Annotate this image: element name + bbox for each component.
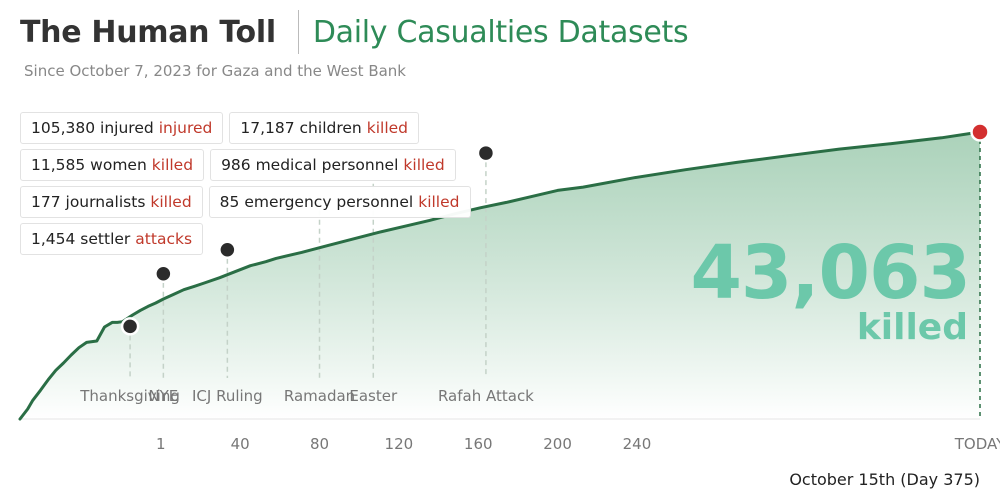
stat-text: 986 medical personnel (221, 156, 399, 174)
page-subtitle: Daily Casualties Datasets (312, 14, 689, 50)
x-tick-label: 240 (623, 435, 652, 453)
event-label: Thanksgiving (79, 387, 180, 405)
date-caption: Since October 7, 2023 for Gaza and the W… (24, 62, 406, 80)
stat-row: 177 journalists killed 85 emergency person… (20, 186, 471, 218)
stat-accent: injured (158, 119, 213, 137)
event-marker (218, 240, 237, 259)
stat-box: 105,380 injured injured (20, 112, 224, 144)
stat-text: 85 emergency personnel (219, 193, 414, 211)
event-label: NYE (148, 387, 178, 405)
stat-accent: killed (418, 193, 460, 211)
stat-text: 11,585 women (31, 156, 147, 174)
stat-box: 85 emergency personnel killed (208, 186, 471, 218)
total-killed-label: killed (856, 307, 968, 348)
stat-accent: killed (151, 156, 194, 174)
stat-box: 177 journalists killed (20, 186, 203, 218)
x-tick-label: 80 (310, 435, 329, 453)
event-label: Rafah Attack (438, 387, 534, 405)
stat-text: 17,187 children (240, 119, 362, 137)
x-tick-label: 200 (543, 435, 572, 453)
x-tick-label: 120 (385, 435, 414, 453)
area-fill (20, 132, 980, 419)
stat-accent: killed (403, 156, 445, 174)
stat-text: 105,380 injured (31, 119, 154, 137)
stats-panel: 105,380 injured injured 17,187 children kil… (20, 112, 471, 260)
stat-text: 1,454 settler (31, 230, 131, 248)
stat-row: 105,380 injured injured 17,187 children kil… (20, 112, 460, 144)
event-label: Easter (349, 387, 398, 405)
event-marker (120, 317, 140, 336)
event-label: ICJ Ruling (192, 387, 263, 405)
casualties-line (18, 130, 982, 421)
x-axis-ticks: 1 40 80 120 160 200 240 TODAY (156, 435, 1000, 453)
event-marker (476, 143, 496, 163)
stat-text: 177 journalists (31, 193, 146, 211)
page-title: The Human Toll (20, 14, 276, 50)
x-tick-label: 1 (156, 435, 166, 453)
event-marker (154, 264, 173, 283)
title-divider (297, 10, 299, 54)
stat-accent: killed (150, 193, 192, 211)
x-tick-label: 160 (464, 435, 493, 453)
header: The Human Toll Daily Casualties Datasets (20, 10, 689, 54)
stat-box: 17,187 children killed (229, 112, 420, 144)
total-killed-number: 43,063 (690, 230, 971, 316)
stat-row: 11,585 women killed 986 medical personnel k… (20, 149, 460, 181)
stat-row: 1,454 settler attacks (20, 223, 460, 255)
event-label: Ramadan (284, 387, 355, 405)
stat-box: 1,454 settler attacks (20, 223, 204, 255)
x-tick-label: TODAY (954, 435, 1000, 453)
area-layer (20, 132, 980, 420)
event-markers (120, 122, 990, 336)
stat-box: 11,585 women killed (20, 149, 205, 181)
line-layer (18, 130, 982, 421)
event-lines (129, 132, 981, 419)
today-marker (970, 122, 990, 142)
stat-accent: killed (366, 119, 409, 137)
stat-accent: attacks (135, 230, 193, 248)
stat-box: 986 medical personnel killed (210, 149, 456, 181)
x-tick-label: 40 (231, 435, 250, 453)
current-date: October 15th (Day 375) (789, 470, 980, 489)
